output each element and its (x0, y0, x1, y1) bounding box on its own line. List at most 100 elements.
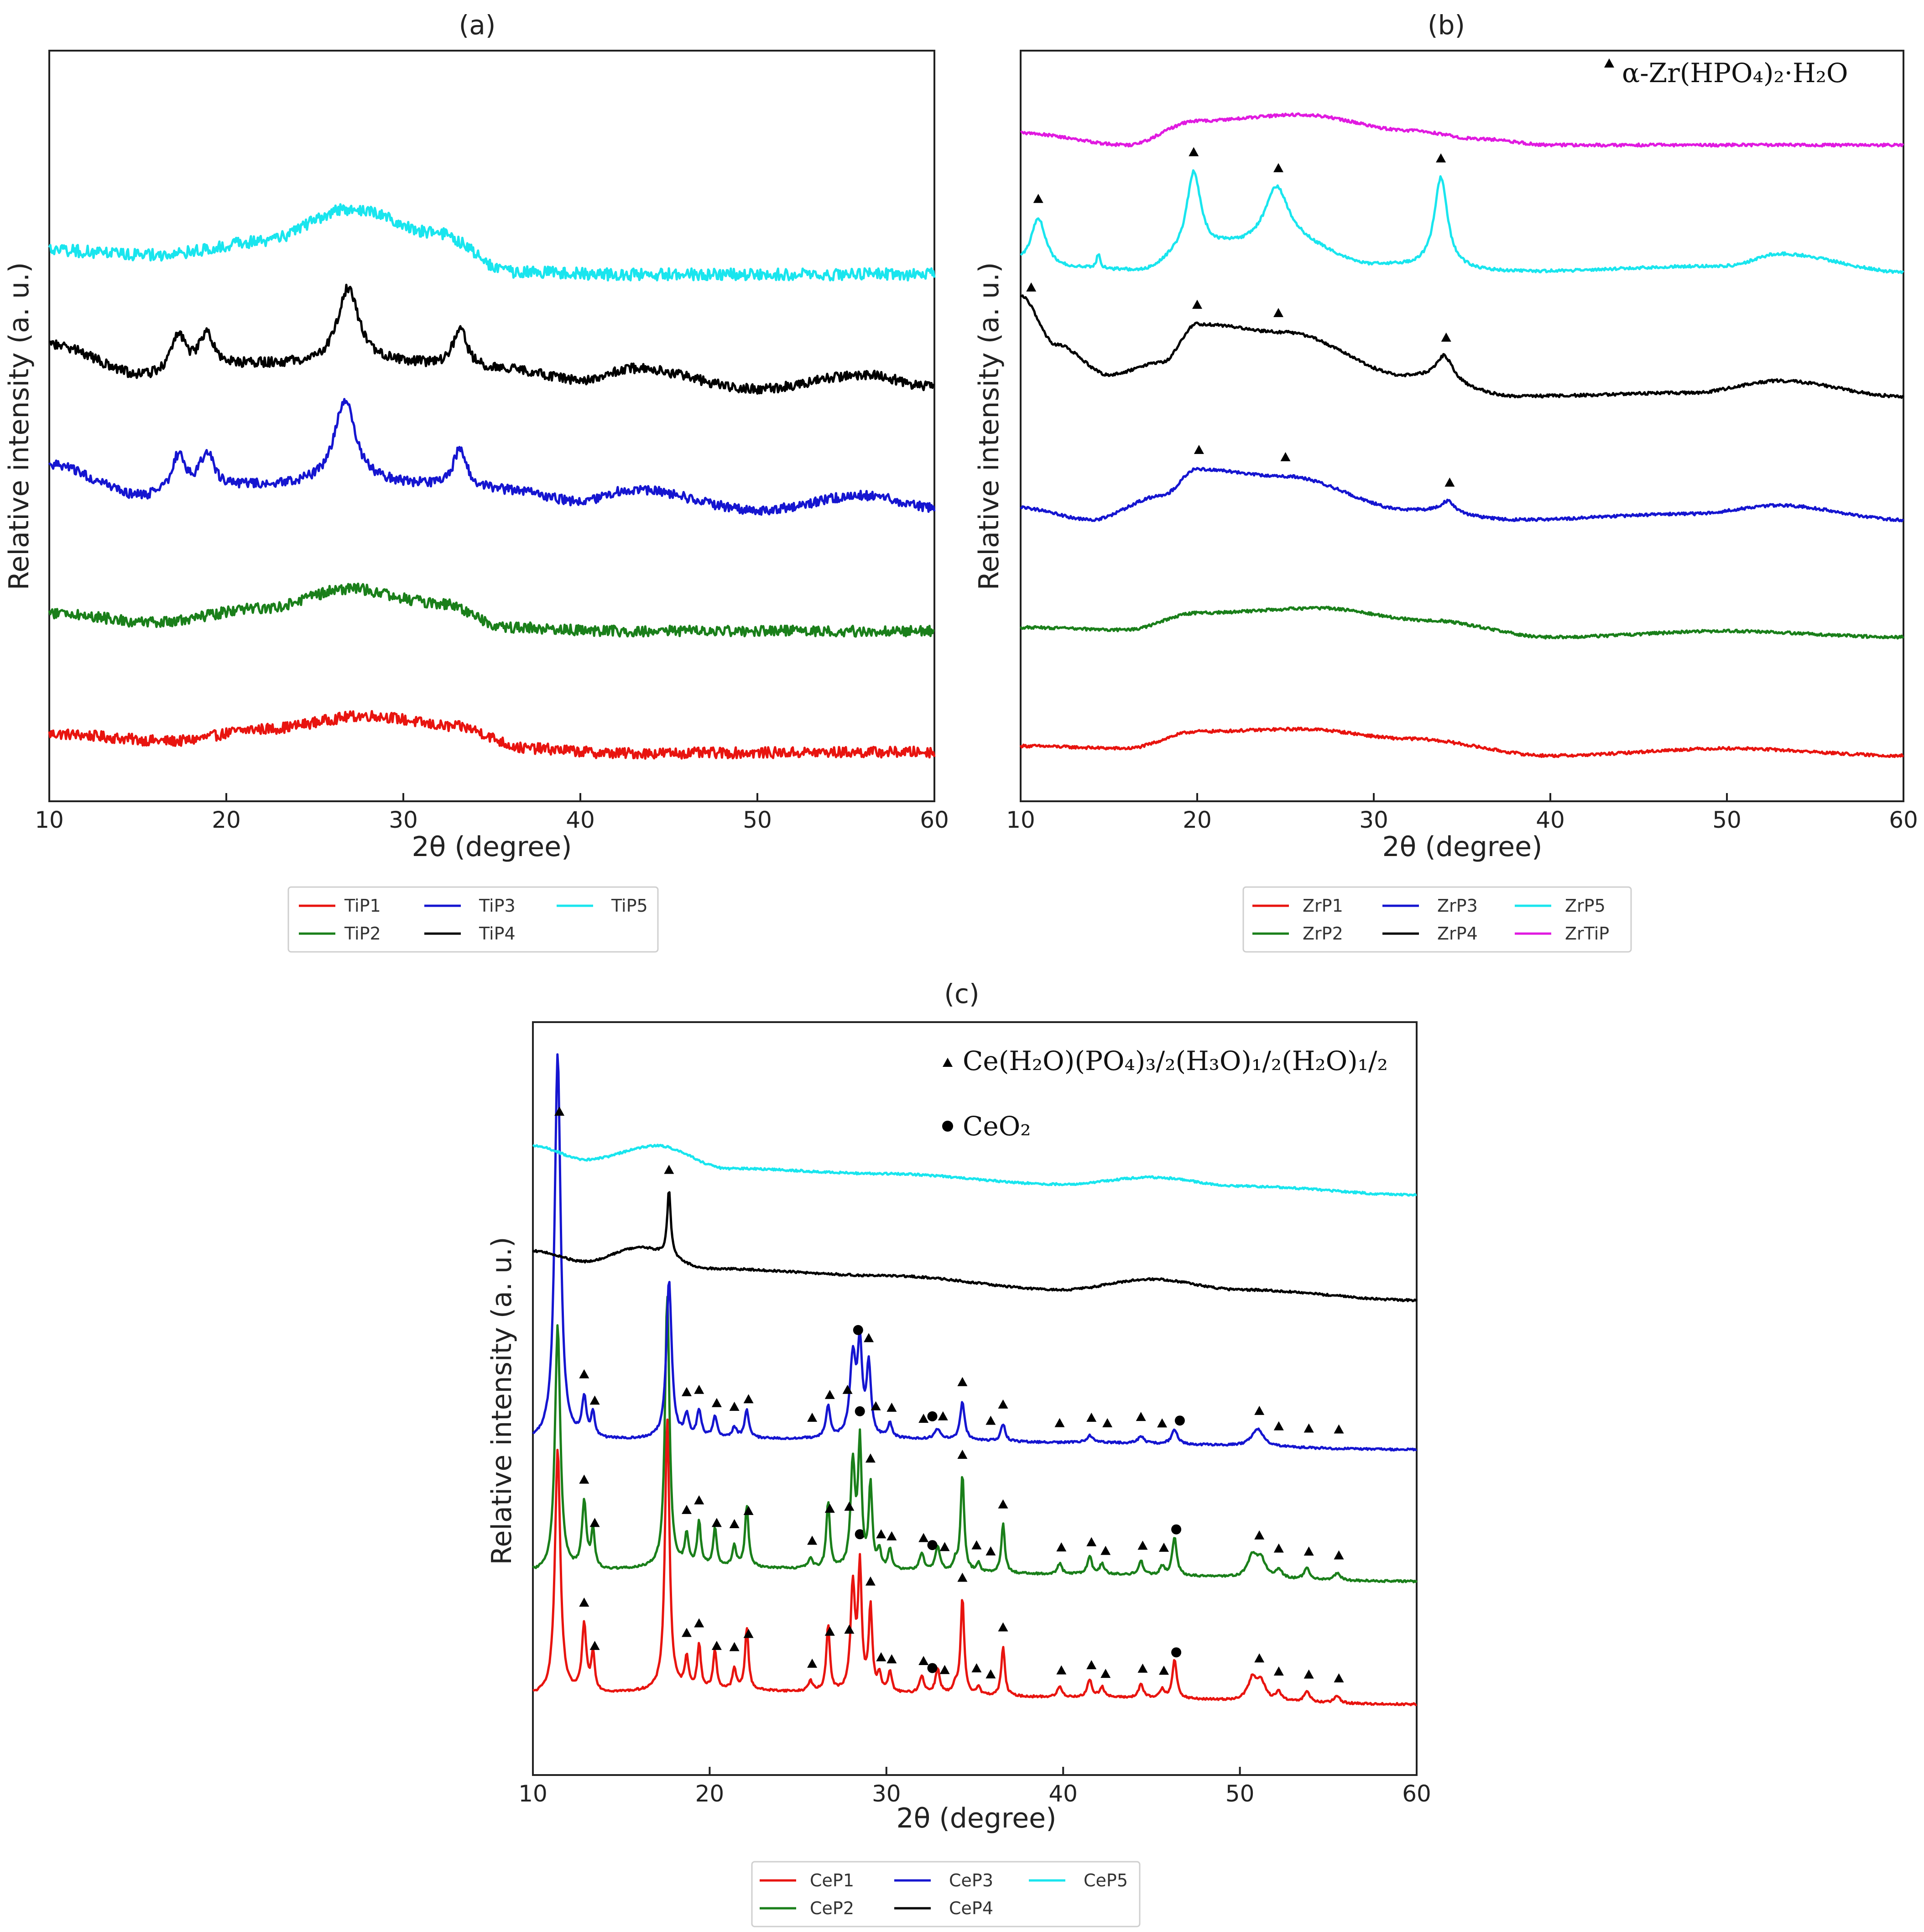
panel-a-traces (48, 203, 936, 760)
phase-peak-marker (886, 1654, 897, 1664)
phase-peak-marker (1273, 308, 1283, 317)
panel-a-plot-area (48, 50, 935, 802)
trace-zrp1 (1019, 726, 1904, 758)
phase-peak-marker (1157, 1418, 1168, 1428)
phase-peak-marker (711, 1398, 722, 1407)
phase-peak-marker (865, 1453, 876, 1463)
trace-zrtip (1020, 112, 1904, 148)
phase-peak-marker (985, 1669, 996, 1679)
trace-zrp4 (1020, 294, 1904, 399)
x-tick-label: 60 (1889, 807, 1918, 833)
phase-key-triangle-icon (1604, 58, 1614, 68)
legend-label-zrp2: ZrP2 (1303, 924, 1343, 944)
phase-key-dot-icon (942, 1121, 953, 1132)
phase-peak-marker (864, 1333, 874, 1342)
trace-tip1 (48, 710, 936, 760)
panel-b-x-ticks: 10 20 30 40 50 60 (1006, 793, 1918, 833)
phase-peak-marker (1436, 153, 1446, 162)
panel-a-y-axis-title: Relative intensity (a. u.) (3, 262, 35, 590)
x-tick-label: 60 (920, 807, 949, 833)
phase-peak-marker (998, 1622, 1008, 1632)
legend-label-zrp5: ZrP5 (1565, 896, 1606, 916)
phase-peak-marker (1189, 147, 1199, 157)
phase-peak-marker (1137, 1663, 1148, 1673)
phase-key-triangle-icon (943, 1058, 953, 1067)
panel-c-label: (c) (944, 978, 979, 1009)
legend-label-zrp4: ZrP4 (1437, 924, 1478, 944)
trace-tip5 (48, 203, 936, 282)
phase-peak-marker (807, 1535, 818, 1545)
x-tick-label: 30 (1359, 807, 1388, 833)
phase-peak-marker (743, 1629, 754, 1638)
phase-peak-marker (589, 1640, 600, 1650)
phase-peak-marker (729, 1642, 740, 1651)
phase-peak-marker (1056, 1665, 1067, 1675)
trace-cep1 (532, 1418, 1417, 1707)
panel-c-x-ticks: 10 20 30 40 50 60 (518, 1767, 1431, 1807)
phase-peak-marker (1254, 1530, 1265, 1540)
trace-zrp5 (1020, 169, 1904, 274)
ceo2-peak-marker (927, 1540, 938, 1551)
phase-peak-marker (554, 1107, 565, 1116)
phase-peak-marker (844, 1501, 855, 1511)
phase-peak-marker (1304, 1546, 1314, 1556)
phase-peak-marker (743, 1506, 754, 1515)
phase-peak-marker (1273, 1421, 1284, 1431)
panel-a-x-ticks: 10 20 30 40 50 60 (35, 793, 949, 833)
panel-b-phase-key: α-Zr(HPO₄)₂·H₂O (1604, 57, 1848, 89)
legend-label-tip1: TiP1 (344, 896, 381, 916)
panel-c-traces (532, 1053, 1418, 1707)
panel-a-legend-box (287, 886, 659, 953)
ceo2-peak-marker (927, 1411, 938, 1421)
phase-peak-marker (844, 1624, 855, 1634)
phase-peak-marker (1334, 1424, 1344, 1434)
ceo2-peak-marker (1171, 1524, 1182, 1535)
phase-peak-marker (1056, 1542, 1067, 1551)
phase-peak-marker (886, 1402, 897, 1412)
panel-a-legend: TiP1 TiP3 TiP5 TiP2 TiP4 (287, 886, 659, 953)
phase-peak-marker (694, 1618, 704, 1628)
panel-a: (a) 10 20 30 40 50 60 2θ (degree) Relative in… (3, 10, 949, 953)
trace-cep3 (532, 1053, 1417, 1452)
legend-label-zrp1: ZrP1 (1303, 896, 1343, 916)
x-tick-label: 50 (743, 807, 772, 833)
phase-peak-marker (589, 1395, 600, 1405)
phase-peak-marker (682, 1504, 692, 1514)
phase-peak-marker (1280, 452, 1291, 461)
trace-zrp2 (1019, 606, 1904, 640)
panel-c-x-axis-title: 2θ (degree) (896, 1802, 1056, 1834)
panel-b-traces (1019, 112, 1904, 758)
phase-peak-marker (1273, 1543, 1284, 1553)
phase-peak-marker (876, 1652, 886, 1661)
phase-peak-marker (957, 1572, 968, 1582)
phase-peak-marker (918, 1414, 929, 1423)
phase-peak-marker (971, 1540, 982, 1550)
phase-peak-marker (1273, 1666, 1284, 1676)
phase-peak-marker (824, 1504, 835, 1513)
legend-label-zrp3: ZrP3 (1437, 896, 1478, 916)
x-tick-label: 60 (1402, 1781, 1431, 1807)
panel-c-legend: CeP1 CeP3 CeP5 CeP2 CeP4 (751, 1861, 1141, 1927)
panel-c-plot-area (532, 1021, 1418, 1776)
phase-peak-marker (579, 1369, 589, 1379)
phase-peak-marker (682, 1387, 692, 1396)
phase-peak-marker (957, 1450, 968, 1459)
phase-peak-marker (939, 1542, 950, 1551)
phase-peak-marker (1054, 1418, 1065, 1427)
legend-label-tip4: TiP4 (479, 924, 516, 944)
phase-peak-marker (711, 1518, 722, 1527)
phase-peak-marker (938, 1411, 948, 1420)
phase-peak-marker (918, 1656, 929, 1665)
trace-tip2 (48, 582, 935, 638)
phase-peak-marker (876, 1529, 886, 1539)
panel-a-label: (a) (459, 10, 496, 41)
phase-peak-marker (1444, 477, 1455, 487)
phase-peak-marker (579, 1598, 589, 1607)
ceo2-peak-marker (855, 1406, 865, 1416)
phase-peak-marker (1086, 1537, 1097, 1546)
phase-peak-marker (1194, 444, 1204, 454)
panel-a-x-axis-title: 2θ (degree) (412, 831, 572, 863)
ceo2-peak-marker (927, 1663, 938, 1673)
phase-peak-marker (1334, 1673, 1344, 1682)
